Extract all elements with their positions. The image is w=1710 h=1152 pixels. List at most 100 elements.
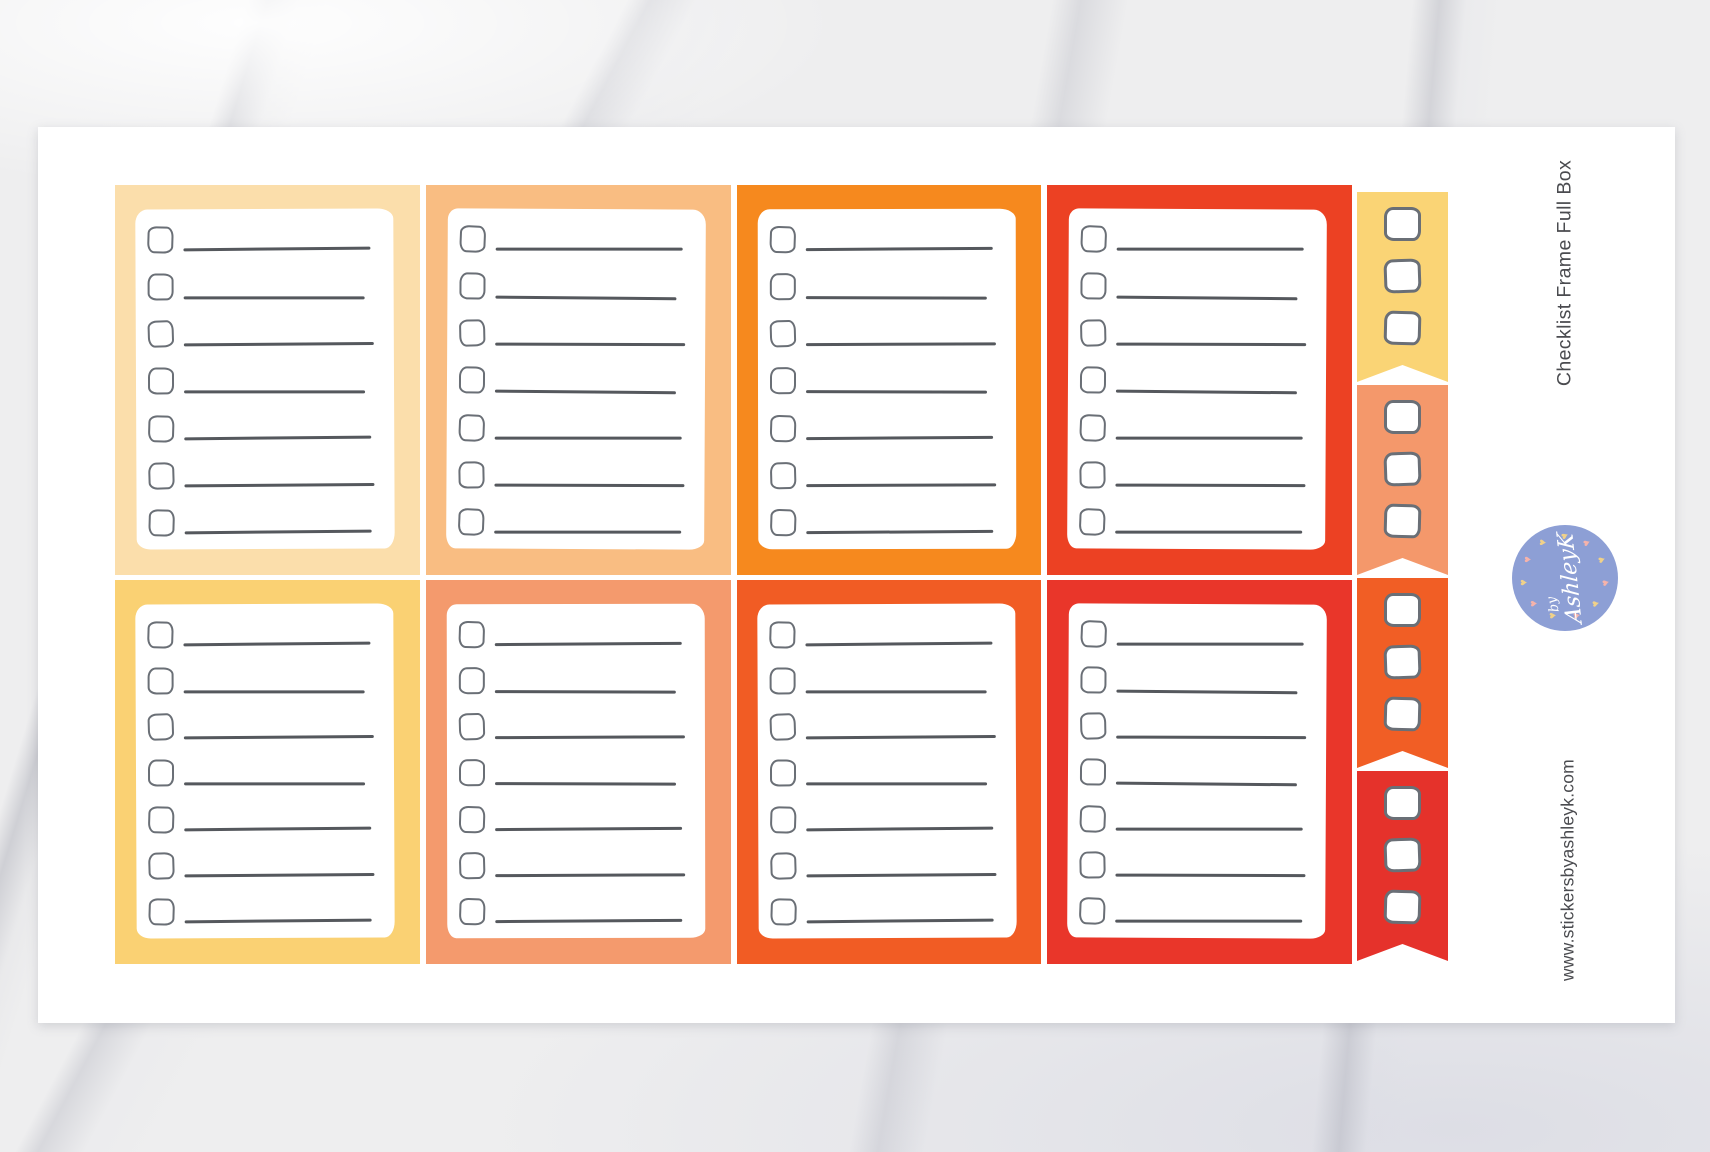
checkbox-icon [1079,460,1107,489]
ruled-line [183,734,374,739]
checkbox-icon [458,713,486,741]
sticker-sheet: Checklist Frame Full Box ♥ ♥ ♥ ♥ ♥ ♥ ♥ ♥ ♥ ♥ ♥ by … [38,127,1675,1023]
checkbox-icon [147,320,175,349]
checklist-row [768,225,1000,254]
checklist-row [1080,758,1311,787]
checklist-row [1080,666,1312,695]
checkbox-icon [458,667,485,695]
product-title: Checklist Frame Full Box [1553,159,1576,387]
ruled-line [1116,389,1297,394]
ruled-line [1115,530,1303,534]
checkbox-icon [148,851,175,880]
checkbox-icon [458,224,487,253]
checklist-row [148,508,380,537]
checkbox-icon [148,461,175,490]
checkbox-icon [768,225,796,254]
checkbox-icon [1383,451,1421,486]
checklist-row [457,507,689,536]
checkbox-icon [457,460,485,489]
checkbox-icon [1384,504,1422,539]
ruled-line [184,435,372,440]
checklist-box-sticker-red [1047,580,1352,964]
checklist-writing-area [756,603,1016,939]
ruled-line [493,530,681,534]
checkbox-icon [1384,311,1422,346]
checkbox-icon [769,667,796,695]
checklist-row [147,367,379,395]
checklist-row [146,226,378,254]
checkbox-icon [458,897,486,926]
checkbox-icon [147,367,175,395]
brand-logo: ♥ ♥ ♥ ♥ ♥ ♥ ♥ ♥ ♥ ♥ ♥ by AshleyK [1512,525,1618,631]
ruled-line [494,483,684,487]
checklist-row [1080,712,1311,741]
heart-icon: ♥ [1589,598,1603,608]
checklist-row [1079,850,1311,879]
ruled-line [805,435,993,440]
ruled-line [1115,436,1303,440]
checklist-row [769,897,1001,926]
checkbox-icon [1080,224,1108,253]
ruled-line [494,873,685,877]
heart-icon: ♥ [1527,599,1541,608]
ruled-line [1115,483,1306,487]
ruled-line [183,641,371,647]
checkbox-icon [1383,258,1421,293]
ruled-line [495,247,683,251]
checkbox-icon [1384,207,1421,241]
checkbox-icon [458,805,486,834]
flag-sticker-deep-orange [1357,578,1448,768]
checklist-row [1080,619,1312,648]
checklist-row [458,319,690,348]
ruled-line [1116,735,1307,739]
ruled-line [805,342,996,346]
checkbox-icon [1383,837,1421,872]
checklist-row [147,805,379,834]
ruled-line [805,295,987,299]
checkbox-icon [1080,712,1107,741]
checklist-box-sticker-pale-peach [115,185,420,575]
checkbox-icon [458,366,485,394]
checkbox-icon [457,507,485,536]
checklist-row [148,897,380,926]
checklist-box-sticker-salmon [425,580,731,964]
ruled-line [494,389,676,394]
checkbox-icon [458,319,486,348]
checkbox-icon [1080,272,1107,300]
checklist-row [769,759,1000,787]
checklist-row [768,621,1000,649]
checkbox-icon [1384,697,1422,732]
ruled-line [183,246,371,252]
checklist-row [769,805,1001,834]
ruled-line [1116,689,1298,694]
checklist-row [146,621,378,649]
checklist-row [457,460,689,489]
heart-icon: ♥ [1580,536,1594,548]
ruled-line [805,734,996,739]
checkbox-icon [459,272,486,300]
checklist-row [458,805,690,834]
checkbox-icon [147,759,175,787]
checklist-row [458,667,690,695]
checkbox-icon [147,713,175,742]
checklist-row [457,413,689,442]
checklist-row [147,273,379,301]
checkbox-icon [768,713,796,742]
checklist-row [458,759,690,787]
ruled-line [806,918,993,924]
checkbox-icon [148,508,176,537]
checkbox-icon [1080,758,1107,786]
checkbox-icon [769,759,796,787]
checkbox-icon [458,851,486,880]
checklist-row [1078,896,1310,925]
ruled-line [184,483,375,488]
checklist-row [1079,413,1311,442]
ruled-line [1116,295,1298,300]
ruled-line [183,341,374,346]
checkbox-icon [147,667,174,695]
checklist-row [458,620,689,649]
ruled-line [805,826,993,831]
checkbox-icon [769,508,797,537]
checklist-writing-area [1067,208,1327,550]
checkbox-icon [769,851,797,880]
